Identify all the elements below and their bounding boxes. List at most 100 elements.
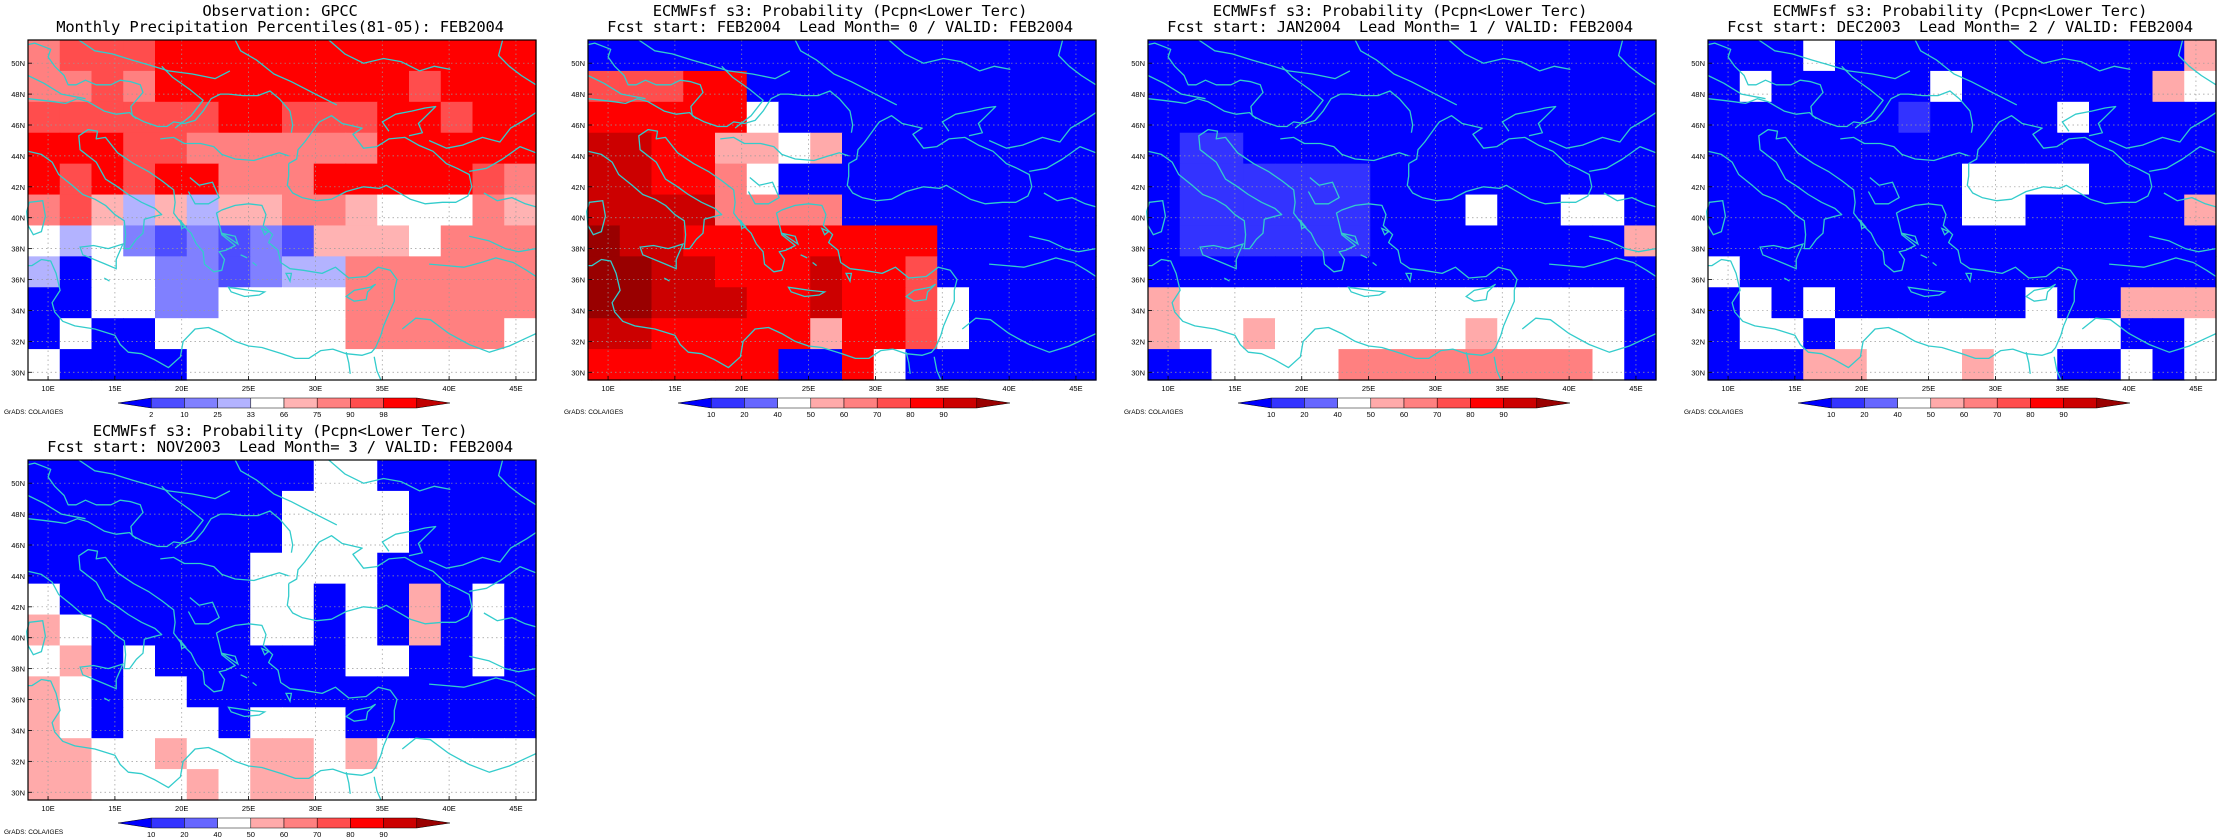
coastline: [1029, 145, 1097, 173]
coastline: [888, 39, 1011, 72]
panel-forecast-lead1: ECMWFsf s3: Probability (Pcpn<Lower Terc…: [1120, 0, 1680, 420]
map-svg-forecast-lead0: 30N 32N 34N 36N 38N 40N 42N 44N 46N 48N 50N 10E 15E 2…: [564, 39, 1097, 419]
grid-cell: [810, 132, 843, 165]
grid-cell: [313, 521, 347, 554]
grid-cell: [2089, 70, 2122, 103]
coastline: [1549, 257, 1657, 278]
island-outline: [1372, 261, 1377, 267]
coastline: [933, 356, 942, 381]
grid-cell: [2152, 132, 2185, 165]
grid-cell: [472, 460, 505, 492]
grid-cell: [377, 101, 410, 134]
grid-cell: [2025, 256, 2058, 288]
graticule: [588, 40, 1096, 380]
grid-cell: [810, 287, 843, 319]
lat-tick-label: 38N: [11, 665, 25, 674]
grid-cell: [123, 318, 156, 350]
grid-cell: [250, 552, 283, 585]
grid-cell: [1739, 194, 1773, 227]
grid-cell: [1306, 40, 1340, 72]
grid-cell: [715, 225, 748, 257]
colorbar-label: 90: [379, 830, 387, 839]
grid-cell: [1497, 101, 1530, 134]
grid-cell: [842, 256, 875, 288]
grid-cell: [1032, 349, 1065, 381]
grid-cell: [504, 132, 537, 165]
coastline: [27, 98, 137, 120]
grid-cell: [155, 676, 188, 708]
grid-cell: [1032, 101, 1065, 134]
grid-cell: [91, 738, 124, 770]
grid-cell: [1560, 318, 1594, 350]
grid-cell: [1962, 194, 1995, 227]
grid-cell: [2057, 101, 2090, 134]
grid-cell: [1338, 349, 1371, 381]
grid-cell: [1592, 132, 1625, 165]
grid-cell: [1560, 256, 1594, 288]
grid-cell: [683, 101, 716, 134]
colorbar-swatch: [1237, 397, 1272, 409]
grid-cell: [1529, 318, 1562, 350]
colorbar-swatch: [150, 397, 185, 409]
grid-cell: [651, 349, 684, 381]
grid-cell: [715, 101, 748, 134]
island-outline: [1932, 261, 1937, 267]
grid-cell: [1402, 40, 1435, 72]
panel-forecast-lead0: ECMWFsf s3: Probability (Pcpn<Lower Terc…: [560, 0, 1120, 420]
lon-tick-label: 25E: [242, 384, 255, 393]
coastline: [2053, 356, 2062, 381]
lat-tick-label: 36N: [1131, 276, 1145, 285]
grid-cell: [377, 163, 410, 196]
grid-cell: [1148, 318, 1181, 350]
colorbar-label: 90: [1499, 410, 1507, 419]
grid-cell: [123, 583, 156, 616]
grid-cell: [59, 552, 93, 585]
colorbar-swatch: [2096, 397, 2131, 409]
data-grid: [1708, 40, 2217, 381]
lon-tick-label: 45E: [509, 804, 522, 813]
map-svg-forecast-lead1: 30N 32N 34N 36N 38N 40N 42N 44N 46N 48N 50N 10E 15E 2…: [1124, 39, 1657, 419]
lon-tick-label: 35E: [376, 384, 389, 393]
lat-tick-label: 44N: [1691, 152, 1705, 161]
grid-cell: [969, 256, 1002, 288]
grid-cell: [1962, 70, 1995, 103]
grid-cell: [28, 163, 61, 196]
island-outline: [1404, 272, 1413, 284]
grid-cell: [1211, 256, 1244, 288]
colorbar-label: 98: [379, 410, 387, 419]
colorbar-label: 80: [346, 830, 354, 839]
lat-tick-label: 34N: [1691, 306, 1705, 315]
grid-cell: [1930, 40, 1963, 72]
coastline: [497, 459, 537, 506]
coastline: [429, 257, 537, 278]
grid-cell: [218, 256, 251, 288]
island-outline: [639, 242, 685, 270]
grid-cell: [91, 769, 124, 801]
colorbar-label: 90: [939, 410, 947, 419]
island-outline: [103, 697, 110, 702]
grid-cell: [59, 40, 93, 72]
grid-cell: [1993, 349, 2027, 381]
grid-cell: [440, 676, 474, 708]
panel-observation: Observation: GPCC Monthly Precipitation P…: [0, 0, 560, 420]
data-grid: [1148, 40, 1657, 381]
grid-cell: [1898, 194, 1931, 227]
axis-labels: 30N 32N 34N 36N 38N 40N 42N 44N 46N 48N 50N 10E 15E 2…: [1691, 59, 2202, 393]
grid-cell: [1993, 132, 2027, 165]
grid-cell: [2184, 287, 2217, 319]
grid-cell: [250, 318, 283, 350]
colorbar-swatch: [250, 817, 285, 829]
grid-cell: [1560, 349, 1594, 381]
grid-cell: [282, 583, 315, 616]
coastline: [373, 356, 382, 381]
grid-cell: [683, 70, 716, 103]
grid-cell: [1803, 256, 1836, 288]
grid-cell: [313, 552, 347, 585]
grid-cell: [746, 101, 780, 134]
grid-cell: [123, 614, 156, 647]
grid-cell: [155, 40, 188, 72]
grid-cell: [313, 163, 347, 196]
coastline: [373, 776, 382, 801]
colorbar-label: 80: [1466, 410, 1474, 419]
grid-cell: [2089, 349, 2122, 381]
